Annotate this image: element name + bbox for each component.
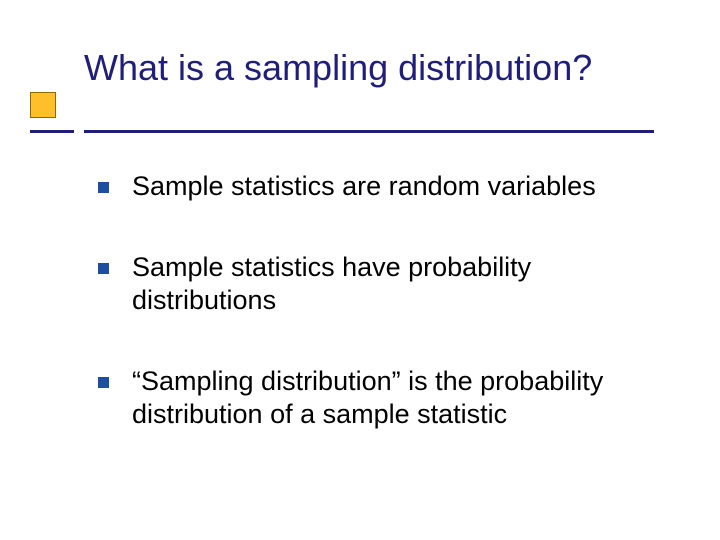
slide-body: Sample statistics are random variables S… [98, 170, 678, 479]
bullet-square-icon [98, 263, 109, 274]
list-item: Sample statistics are random variables [98, 170, 678, 203]
title-underline-short [30, 130, 74, 133]
list-item-text: Sample statistics have probability distr… [132, 251, 678, 317]
slide: What is a sampling distribution? Sample … [0, 0, 720, 540]
accent-square-icon [30, 92, 56, 118]
list-item-text: Sample statistics are random variables [132, 170, 678, 203]
slide-title: What is a sampling distribution? [84, 48, 592, 88]
title-underline-long [84, 130, 654, 133]
bullet-square-icon [98, 182, 109, 193]
list-item-text: “Sampling distribution” is the probabili… [132, 365, 678, 431]
list-item: Sample statistics have probability distr… [98, 251, 678, 317]
list-item: “Sampling distribution” is the probabili… [98, 365, 678, 431]
bullet-square-icon [98, 377, 109, 388]
